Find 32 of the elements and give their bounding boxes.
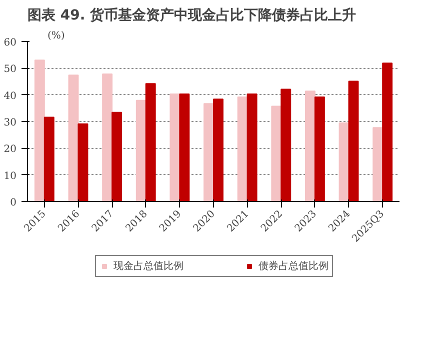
bar bbox=[204, 103, 214, 202]
bar bbox=[246, 94, 258, 202]
bar bbox=[112, 112, 122, 202]
y-tick-label: 20 bbox=[4, 144, 17, 156]
bar bbox=[314, 96, 325, 202]
bar bbox=[372, 127, 384, 202]
chart-title: 图表 49. 货币基金资产中现金占比下降债券占比上升 bbox=[28, 6, 356, 24]
y-tick-label: 30 bbox=[4, 118, 17, 128]
bar bbox=[271, 106, 282, 202]
bar bbox=[280, 88, 292, 202]
y-tick-label: 50 bbox=[4, 64, 17, 76]
bar bbox=[382, 62, 393, 202]
bar bbox=[136, 100, 146, 202]
bar bbox=[44, 116, 54, 202]
bar bbox=[78, 123, 88, 202]
bar bbox=[304, 90, 316, 202]
bar bbox=[34, 60, 45, 202]
y-tick-label: 10 bbox=[4, 170, 17, 182]
bar bbox=[179, 94, 190, 202]
bar bbox=[237, 96, 248, 202]
bar bbox=[213, 98, 224, 202]
legend-label: 债券占总值比例 bbox=[258, 260, 328, 273]
bar bbox=[102, 74, 113, 202]
legend-label: 现金占总值比例 bbox=[114, 260, 184, 273]
bar bbox=[145, 83, 156, 202]
y-tick-label: 60 bbox=[4, 38, 17, 48]
y-axis-title: (%) bbox=[48, 30, 65, 42]
y-tick-label: 0 bbox=[10, 198, 17, 208]
bar bbox=[170, 94, 180, 202]
y-tick-label: 40 bbox=[4, 90, 17, 102]
bar bbox=[348, 80, 359, 202]
bar bbox=[338, 122, 350, 202]
